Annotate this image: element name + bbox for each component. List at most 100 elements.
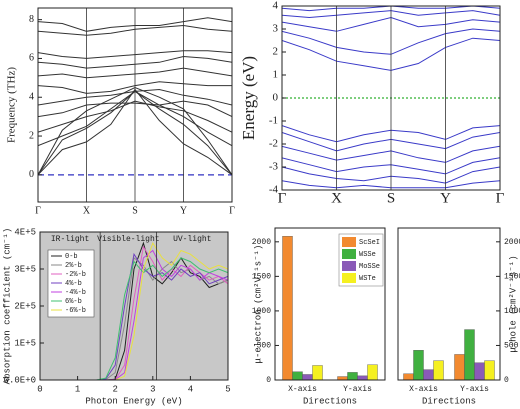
y-tick-label: 1500 [252, 272, 271, 281]
legend-label: 2%-b [65, 262, 82, 270]
x-tick-label: X [331, 190, 342, 206]
y-tick-label: -2 [269, 138, 278, 150]
x-tick-label: 1 [75, 384, 80, 394]
legend-label: 4%-b [65, 280, 82, 288]
x-axis-label: Directions [303, 396, 357, 406]
y-axis-label: Frequency (THz) [6, 67, 18, 143]
y-axis-label: μ-hole (cm²V⁻¹s⁻¹) [508, 255, 518, 352]
series-line [40, 241, 228, 380]
series-line [40, 257, 228, 380]
bar [474, 362, 485, 380]
bar [423, 369, 434, 380]
y-tick-label: 3E+5 [14, 264, 36, 274]
legend-label: -6%-b [65, 307, 86, 315]
x-tick-label: S [387, 190, 395, 206]
x-tick-label: X [83, 205, 91, 216]
bar [337, 376, 348, 380]
region-label: Visible-light [97, 235, 159, 244]
x-tick-label: 4 [188, 384, 193, 394]
y-tick-label: 3 [273, 23, 279, 35]
plot-frame [37, 7, 233, 203]
y-tick-label: -1 [269, 115, 278, 127]
x-tick-label: S [132, 205, 138, 216]
x-tick-label: Y [440, 190, 451, 206]
series-line [282, 6, 500, 12]
legend-label: 0-b [65, 253, 78, 261]
x-tick-label: Γ [229, 205, 235, 216]
legend-label: WSSe [359, 251, 376, 259]
x-axis-label: Photon Energy (eV) [85, 396, 182, 406]
y-tick-label: 2000 [504, 238, 520, 247]
x-tick-label: X-axis [409, 385, 438, 394]
bar [403, 373, 414, 380]
y-tick-label: 0 [266, 376, 271, 385]
y-tick-label: 6 [29, 53, 34, 64]
panel: 0 500 1000 1500 2000 μ-hole (cm²V⁻¹s⁻¹) Direct… [397, 227, 520, 406]
y-tick-label: 2 [273, 46, 279, 58]
y-axis-label: Absorption coefficient (cm⁻¹) [2, 228, 12, 385]
bar [347, 372, 358, 380]
legend: ScSeI WSSe MoSSe WSTe [338, 233, 384, 287]
legend-label: WSTe [359, 275, 376, 283]
x-tick-label: 2 [112, 384, 117, 394]
y-tick-label: 0 [504, 376, 509, 385]
y-tick-label: 1000 [252, 307, 271, 316]
y-tick-label: 500 [257, 342, 272, 351]
legend: 0-b2%-b-2%-b4%-b-4%-b6%-b-6%-b [47, 249, 95, 318]
plot-area [403, 329, 495, 380]
x-axis-label: Directions [422, 396, 476, 406]
series-line [40, 249, 228, 380]
y-tick-label: 2E+5 [14, 301, 36, 311]
bar [282, 236, 293, 380]
y-axis-label: μ-electron (cm²V⁻¹s⁻¹) [253, 245, 263, 364]
region-label: UV-light [173, 235, 211, 244]
y-tick-label: 2000 [252, 238, 271, 247]
x-tick-label: 3 [150, 384, 155, 394]
legend-label: -4%-b [65, 289, 86, 297]
plot-frame [274, 227, 386, 381]
bar [454, 354, 465, 380]
bar [484, 360, 495, 380]
legend-label: -2%-b [65, 271, 86, 279]
y-tick-label: 4 [273, 0, 279, 12]
plot-frame [281, 5, 501, 191]
y-tick-label: 8 [29, 14, 34, 25]
region-label: IR-light [51, 235, 89, 244]
x-tick-label: Γ [35, 205, 41, 216]
y-tick-label: -4 [269, 184, 279, 196]
bar [413, 350, 424, 380]
legend-swatch [342, 237, 356, 247]
legend-label: MoSSe [359, 263, 380, 271]
panel: 0 2 4 6 8 Frequency (THz) Γ X S Y Γ [6, 7, 235, 216]
series-line [40, 245, 228, 380]
y-tick-label: 500 [504, 342, 519, 351]
plot-frame [39, 231, 229, 381]
x-tick-label: Γ [278, 190, 287, 206]
y-axis-label: Energy (eV) [239, 56, 258, 140]
series-line [40, 241, 228, 380]
plot-area [40, 241, 228, 380]
bar [312, 365, 323, 380]
y-tick-label: -3 [269, 161, 279, 173]
bar [302, 374, 313, 380]
y-tick-label: 1000 [504, 307, 520, 316]
bar [367, 364, 378, 380]
series-line [40, 252, 228, 380]
legend-label: ScSeI [359, 239, 380, 247]
y-tick-label: 1E+5 [14, 338, 36, 348]
y-tick-label: 0 [29, 169, 34, 180]
legend-swatch [342, 261, 356, 271]
y-tick-label: 0.0E+0 [4, 375, 36, 385]
legend-swatch [342, 249, 356, 259]
legend-label: 6%-b [65, 298, 82, 306]
y-tick-label: 1 [273, 69, 279, 81]
x-tick-label: X-axis [288, 385, 317, 394]
legend-swatch [342, 273, 356, 283]
bar [433, 360, 444, 380]
y-tick-label: 2 [29, 130, 34, 141]
x-tick-label: Y-axis [460, 385, 489, 394]
y-tick-label: 1500 [504, 272, 520, 281]
x-tick-label: Y-axis [343, 385, 372, 394]
